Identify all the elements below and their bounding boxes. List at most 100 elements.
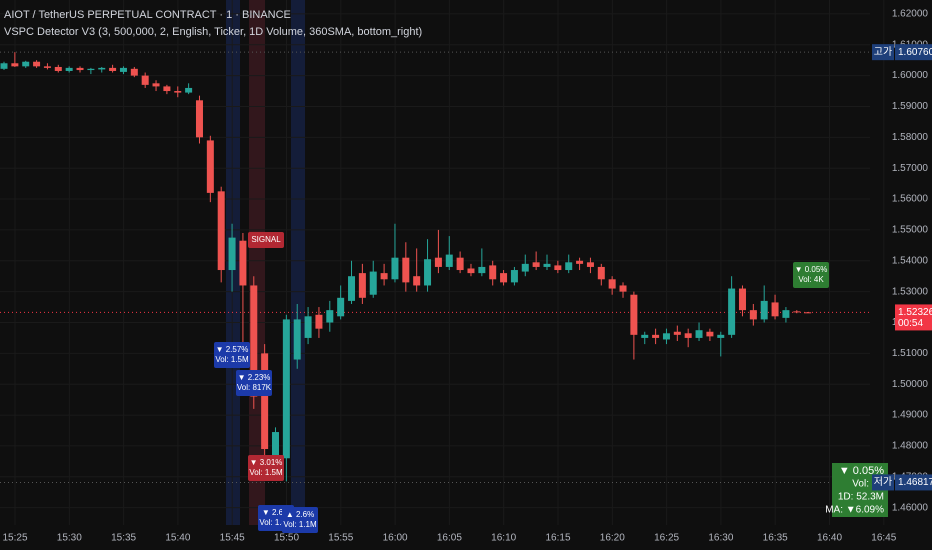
price-tag: 저가: [874, 476, 892, 488]
info-text: 1D: 52.3M: [838, 492, 884, 503]
price-label-box: [895, 304, 932, 331]
annotation-text: Vol: 1.1M: [283, 520, 317, 529]
y-tick-label: 1.51000: [892, 348, 929, 359]
candle-body: [619, 285, 627, 292]
annotation-text: Vol: 1.3M: [259, 518, 293, 527]
candle-body: [54, 66, 62, 71]
candle-body: [11, 63, 19, 67]
candle-body: [358, 273, 366, 298]
candle-body: [738, 288, 746, 311]
candle-body: [402, 257, 410, 283]
candle-body: [174, 91, 182, 93]
x-tick-label: 15:50: [274, 533, 299, 544]
x-tick-label: 16:05: [437, 533, 462, 544]
info-text: ▼ 0.05%: [839, 465, 884, 477]
candle-body: [413, 276, 421, 286]
candle-body: [771, 302, 779, 317]
annotation-text: Vol: 1.5M: [249, 468, 283, 477]
candle-body: [337, 297, 345, 317]
candle-body: [489, 265, 497, 280]
info-text: MA: ▼6.09%: [825, 505, 884, 516]
candle-body: [521, 263, 529, 272]
candle-body: [391, 257, 399, 280]
candle-body: [576, 260, 584, 264]
annotation-box: [248, 232, 284, 248]
candle-body: [434, 257, 442, 267]
candle-body: [43, 66, 51, 68]
candle-body: [0, 63, 8, 69]
candle-body: [586, 262, 594, 267]
candle-body: [782, 310, 790, 318]
y-tick-label: 1.46000: [892, 502, 929, 513]
annotation-text: ▼ 2.23%: [238, 373, 271, 382]
y-tick-label: 1.53000: [892, 286, 929, 297]
candle-body: [554, 265, 562, 271]
annotation-text: Vol: 1.5M: [215, 355, 249, 364]
x-tick-label: 16:00: [383, 533, 408, 544]
candle-body: [33, 61, 41, 67]
x-tick-label: 16:10: [491, 533, 516, 544]
candle-body: [293, 319, 301, 360]
x-tick-label: 15:45: [220, 533, 245, 544]
annotation-text: ▼ 2.57%: [216, 345, 249, 354]
annotation-text: Vol: 817K: [237, 383, 272, 392]
price-tag-box: [872, 474, 894, 491]
candle-body: [22, 61, 30, 67]
price-label-box: [895, 44, 932, 61]
y-tick-label: 1.57000: [892, 163, 929, 174]
highlight-band: [291, 0, 305, 525]
candles: [0, 52, 812, 482]
candle-body: [282, 319, 290, 459]
annotation-text: Vol: 4K: [798, 275, 824, 284]
countdown: 00:54: [898, 318, 923, 329]
price-label: 1.52326: [898, 307, 932, 318]
y-tick-label: 1.50000: [892, 379, 929, 390]
candle-body: [185, 87, 193, 93]
price-label: 1.60760: [898, 47, 932, 58]
candle-body: [630, 294, 638, 335]
candle-body: [261, 353, 269, 450]
price-label-box: [895, 474, 932, 491]
chart-subtitle: VSPC Detector V3 (3, 500,000, 2, English…: [4, 26, 422, 38]
y-tick-label: 1.48000: [892, 441, 929, 452]
candle-body: [239, 240, 247, 286]
x-tick-label: 16:15: [545, 533, 570, 544]
candle-body: [195, 100, 203, 138]
candle-body: [684, 333, 692, 338]
price-tag-box: [872, 44, 894, 61]
x-tick-label: 15:30: [57, 533, 82, 544]
candle-body: [652, 334, 660, 338]
candle-body: [326, 310, 334, 323]
x-tick-label: 16:45: [871, 533, 896, 544]
candle-body: [152, 83, 160, 87]
candle-body: [543, 263, 551, 267]
candle-body: [706, 331, 714, 337]
y-tick-label: 1.49000: [892, 410, 929, 421]
candle-body: [109, 67, 117, 71]
x-tick-label: 15:35: [111, 533, 136, 544]
candle-body: [348, 276, 356, 301]
x-tick-label: 16:35: [763, 533, 788, 544]
candle-body: [641, 334, 649, 338]
x-tick-label: 16:20: [600, 533, 625, 544]
candle-body: [272, 432, 279, 459]
annotation-text: ▲ 2.6%: [286, 510, 314, 519]
candle-body: [206, 140, 214, 193]
y-tick-label: 1.55000: [892, 225, 929, 236]
info-text: Vol: 4K: [852, 479, 884, 490]
candle-body: [478, 266, 486, 274]
candle-body: [467, 268, 475, 274]
candle-body: [695, 330, 703, 338]
candle-body: [65, 67, 73, 71]
x-tick-label: 15:40: [165, 533, 190, 544]
chart-title: AIOT / TetherUS PERPETUAL CONTRACT · 1 ·…: [4, 9, 291, 21]
annotation-box: [248, 455, 284, 481]
candle-body: [728, 288, 736, 335]
annotation-text: ▼ 3.01%: [250, 458, 283, 467]
annotation-box: [282, 507, 318, 533]
candle-body: [662, 333, 670, 340]
candle-body: [380, 273, 388, 280]
candle-body: [445, 254, 453, 267]
